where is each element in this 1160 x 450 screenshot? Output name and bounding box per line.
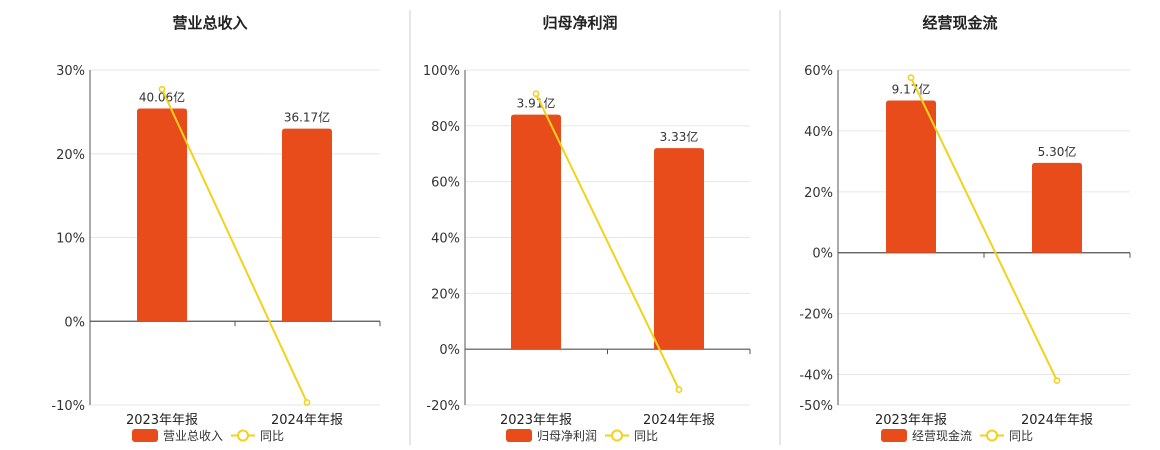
chart-panel-2: 归母净利润 100% 80% 60% 40% 20% 0% -20% 3.91亿 3.33亿 202…: [423, 14, 751, 443]
legend-bar-swatch: [881, 429, 907, 442]
y-tick-label: 0%: [64, 315, 85, 330]
yoy-line: [910, 77, 1058, 382]
y-tick-label: 30%: [56, 64, 85, 79]
y-tick-label: -10%: [51, 399, 85, 414]
x-category-label: 2024年年报: [1021, 413, 1093, 428]
legend-line-marker: [986, 429, 998, 442]
legend-line-label: 同比: [634, 429, 658, 443]
chart-title: 归母净利润: [542, 14, 617, 32]
y-tick-label: 40%: [804, 125, 833, 140]
bar: [137, 108, 187, 322]
bar: [511, 114, 561, 350]
yoy-point: [158, 85, 166, 93]
y-tick-label: -40%: [799, 369, 833, 384]
yoy-point: [303, 399, 311, 406]
yoy-point: [907, 74, 915, 82]
bar-value-label: 5.30亿: [1038, 144, 1077, 159]
yoy-line: [161, 88, 308, 403]
yoy-point: [675, 386, 683, 394]
chart-title: 营业总收入: [172, 14, 247, 32]
chart-title: 经营现金流: [922, 14, 997, 32]
x-category-label: 2024年年报: [271, 413, 343, 428]
x-category-label: 2023年年报: [126, 413, 198, 428]
legend-bar-swatch: [506, 429, 532, 442]
y-tick-label: -20%: [426, 399, 460, 414]
y-tick-label: 20%: [56, 148, 85, 163]
y-tick-label: 100%: [423, 64, 460, 79]
bar-value-label: 3.33亿: [660, 129, 699, 144]
legend: 营业总收入 同比: [132, 429, 284, 443]
legend-line-label: 同比: [1009, 429, 1033, 443]
legend-line-marker: [611, 429, 623, 442]
y-tick-label: 60%: [804, 64, 833, 79]
bar: [1032, 162, 1082, 253]
y-tick-label: 80%: [431, 120, 460, 135]
y-tick-label: -50%: [799, 399, 833, 414]
y-tick-label: 60%: [431, 176, 460, 191]
yoy-line: [535, 93, 680, 391]
y-tick-label: 10%: [56, 232, 85, 247]
legend-bar-label: 经营现金流: [912, 428, 972, 443]
legend-line-label: 同比: [260, 429, 284, 443]
legend-bar-label: 营业总收入: [163, 429, 223, 443]
legend: 经营现金流 同比: [881, 428, 1033, 443]
legend-bar-swatch: [132, 429, 158, 442]
x-category-label: 2023年年报: [500, 413, 572, 428]
x-category-label: 2023年年报: [875, 413, 947, 428]
chart-panel-1: 营业总收入 30% 20% 10% 0% -10% 40.06亿 36.17亿 2023年年报 2…: [51, 14, 381, 443]
y-tick-label: 0%: [439, 343, 460, 358]
yoy-point: [1053, 377, 1061, 385]
legend-line-marker: [237, 429, 249, 442]
y-tick-label: 20%: [804, 186, 833, 201]
x-category-label: 2024年年报: [643, 413, 715, 428]
y-tick-label: 40%: [431, 232, 460, 247]
yoy-point: [532, 90, 540, 98]
bar-value-label: 36.17亿: [284, 110, 330, 125]
chart-panel-3: 经营现金流 60% 40% 20% 0% -20% -40% -50% 9.17亿 5.30亿 20…: [799, 14, 1131, 443]
bar: [282, 128, 332, 322]
bar: [654, 148, 704, 350]
bar-value-label: 40.06亿: [139, 90, 185, 105]
y-tick-label: 20%: [431, 287, 460, 302]
bar-value-label: 3.91亿: [517, 96, 556, 111]
bar: [886, 100, 936, 253]
bar-value-label: 9.17亿: [892, 81, 931, 96]
legend-bar-label: 归母净利润: [537, 429, 597, 443]
y-tick-label: -20%: [799, 308, 833, 323]
legend: 归母净利润 同比: [506, 429, 658, 443]
y-tick-label: 0%: [812, 247, 833, 262]
